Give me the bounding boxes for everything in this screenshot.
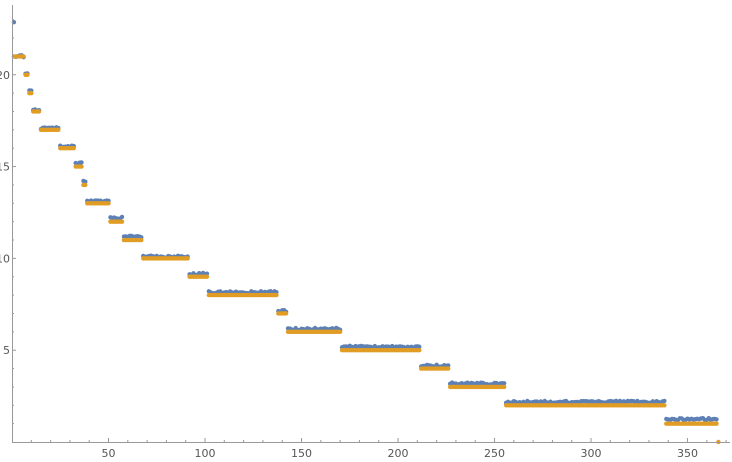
x-tick-label: 300 — [581, 447, 602, 460]
series-orange-points — [11, 54, 721, 445]
y-tick-label: 5 — [3, 344, 10, 357]
blue-point — [83, 179, 88, 184]
blue-point — [714, 417, 719, 422]
orange-point — [417, 347, 422, 353]
orange-point — [21, 54, 26, 59]
orange-point — [71, 146, 76, 151]
x-tick-label: 100 — [195, 447, 216, 460]
orange-point — [714, 421, 719, 426]
y-tick-label: 10 — [0, 252, 10, 265]
y-tick-label: 15 — [0, 161, 10, 174]
blue-point — [501, 381, 507, 386]
x-tick-label: 200 — [388, 447, 409, 460]
orange-point — [106, 201, 111, 206]
y-axis-ticks: 5 10 15 20 — [0, 19, 16, 425]
orange-point — [337, 329, 343, 335]
orange-point — [283, 311, 289, 316]
blue-point — [662, 398, 667, 404]
x-tick-label: 350 — [677, 447, 698, 460]
x-tick-label: 250 — [484, 447, 505, 460]
y-tick-label: 20 — [0, 69, 10, 82]
orange-point — [204, 274, 210, 279]
orange-point — [662, 403, 667, 408]
x-tick-label: 150 — [291, 447, 312, 460]
x-axis-ticks: 50 100 150 200 250 300 350 — [30, 438, 727, 460]
orange-point — [29, 90, 34, 96]
orange-point — [79, 164, 84, 169]
orange-point — [139, 237, 144, 243]
orange-point — [36, 109, 42, 114]
orange-point — [446, 366, 451, 371]
orange-point — [501, 384, 507, 390]
orange-point — [185, 256, 190, 261]
blue-point — [79, 160, 84, 165]
orange-point — [119, 219, 125, 224]
blue-point — [119, 214, 125, 220]
blue-point — [417, 344, 422, 349]
orange-point — [274, 292, 279, 298]
orange-point — [56, 127, 61, 133]
x-tick-label: 50 — [102, 447, 116, 460]
orange-point — [25, 72, 30, 77]
orange-point — [83, 182, 88, 188]
